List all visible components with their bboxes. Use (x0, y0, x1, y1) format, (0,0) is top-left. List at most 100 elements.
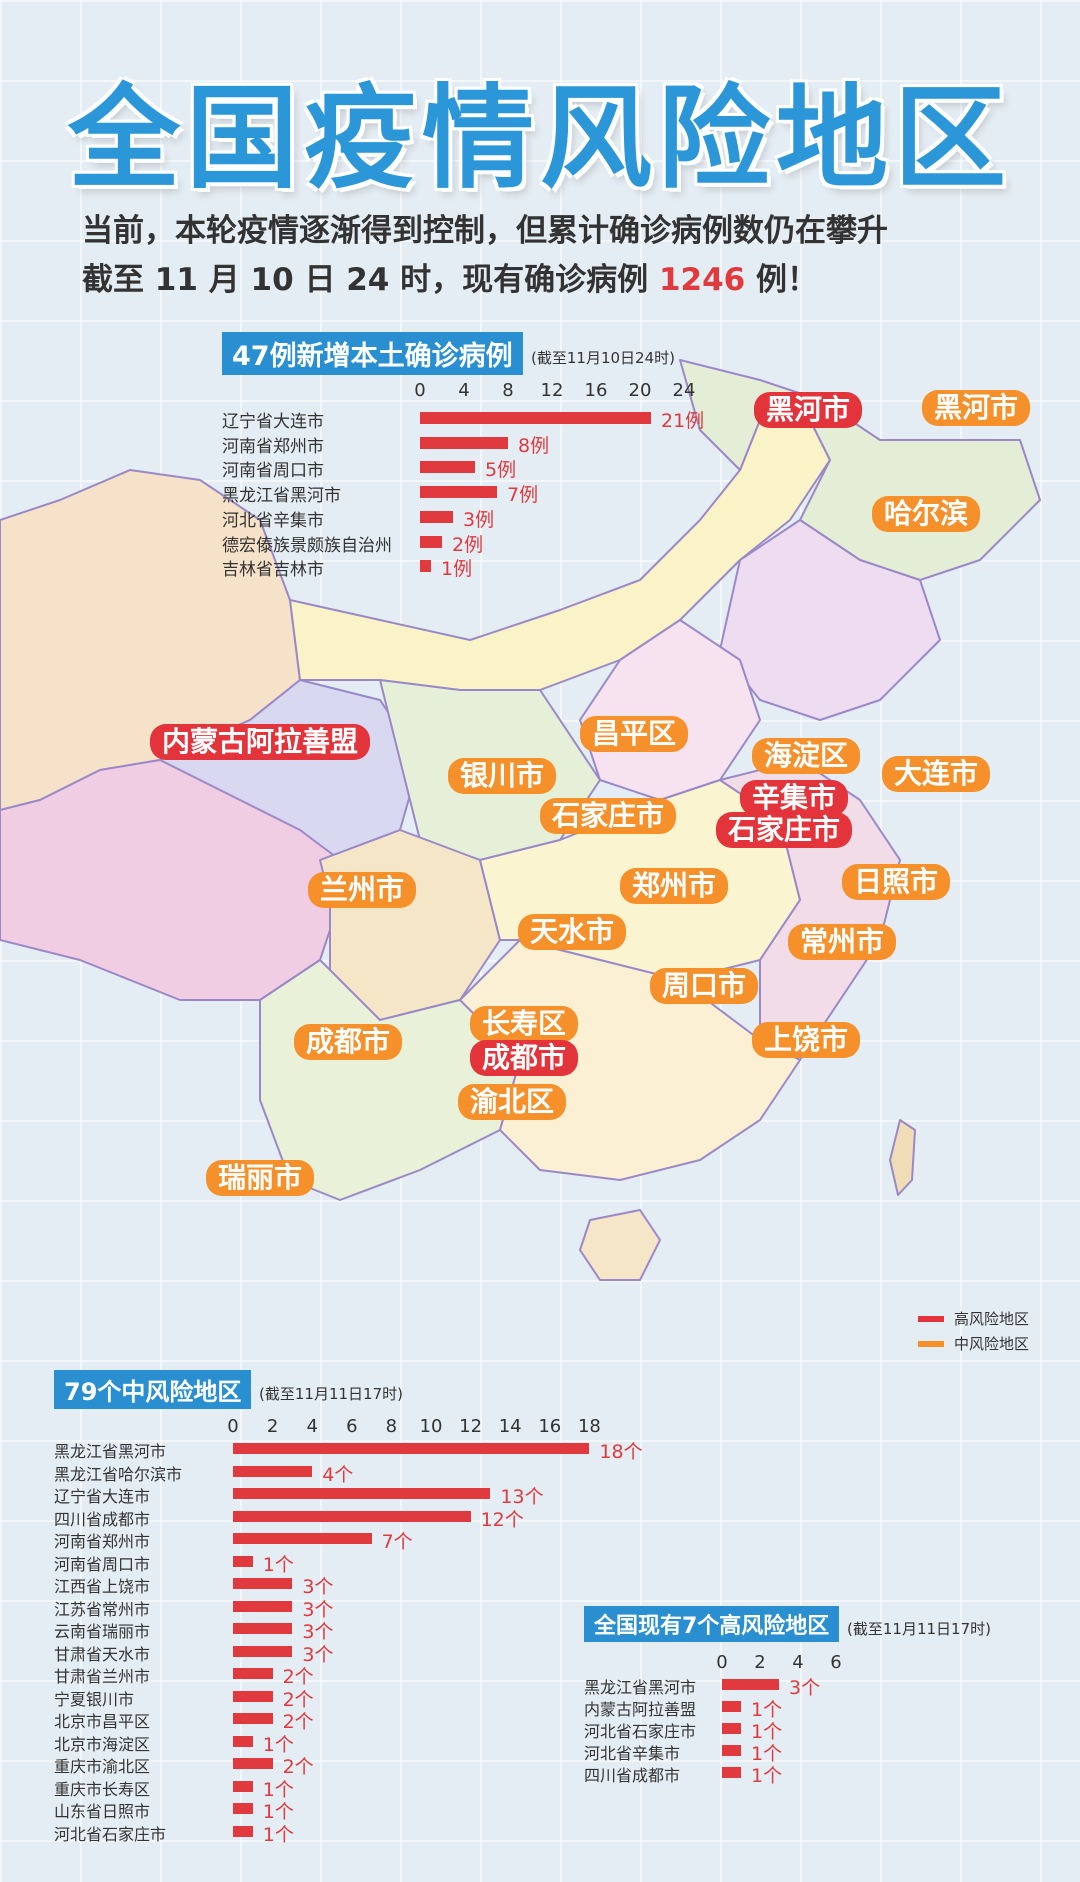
chart-title: 79个中风险地区 (54, 1370, 252, 1409)
category-label: 辽宁省大连市 (222, 412, 324, 432)
map-callout-medium: 哈尔滨 (872, 496, 981, 532)
category-label: 重庆市长寿区 (54, 1779, 151, 1799)
value-label: 7个 (381, 1531, 413, 1553)
axis-tick-label: 4 (458, 380, 470, 401)
bar (233, 1780, 253, 1792)
category-label: 河南省周口市 (54, 1554, 151, 1574)
map-callout-medium: 昌平区 (580, 716, 689, 752)
map-callout-medium: 长寿区 (470, 1006, 579, 1042)
axis-tick-label: 4 (792, 1652, 804, 1673)
category-label: 辽宁省大连市 (54, 1487, 151, 1506)
axis-tick-label: 16 (584, 380, 608, 401)
bar (420, 412, 651, 424)
value-label: 2个 (282, 1666, 314, 1688)
map-callout-medium: 大连市 (882, 756, 991, 792)
axis-tick-label: 18 (577, 1416, 601, 1437)
value-label: 12个 (480, 1508, 524, 1531)
value-label: 5例 (485, 459, 517, 482)
map-callout-medium: 天水市 (518, 914, 627, 950)
category-label: 北京市海淀区 (54, 1734, 151, 1754)
axis-tick-label: 16 (538, 1416, 562, 1437)
map-callout-medium: 常州市 (788, 924, 897, 960)
category-label: 北京市昌平区 (54, 1712, 151, 1731)
axis-tick-label: 0 (414, 380, 426, 401)
category-label: 河南省周口市 (222, 461, 324, 482)
map-callout-high: 石家庄市 (716, 812, 853, 848)
bar (233, 1825, 253, 1837)
bar (722, 1767, 741, 1778)
category-label: 黑龙江省黑河市 (54, 1442, 167, 1461)
value-label: 3个 (302, 1576, 334, 1598)
value-label: 3例 (463, 508, 495, 531)
subtitle-line-1: 当前，本轮疫情逐渐得到控制，但累计确诊病例数仍在攀升 (82, 213, 888, 249)
bar (233, 1578, 293, 1589)
map-callout-medium: 日照市 (842, 864, 951, 900)
bar (722, 1723, 741, 1734)
subtitle-suffix: 例！ (745, 262, 819, 298)
bar (233, 1668, 273, 1679)
map-callout-medium: 渝北区 (458, 1084, 567, 1120)
bar (233, 1510, 471, 1522)
axis-tick-label: 8 (385, 1416, 398, 1437)
bar (233, 1713, 273, 1724)
bar (233, 1803, 253, 1814)
map-callout-medium: 周口市 (650, 968, 759, 1004)
value-label: 1个 (751, 1743, 783, 1765)
value-label: 21例 (661, 410, 705, 432)
value-label: 2个 (282, 1756, 314, 1778)
bar (420, 510, 453, 523)
axis-tick-label: 0 (716, 1652, 728, 1673)
page-title: 全国疫情风险地区 (68, 74, 1012, 204)
bar (420, 461, 475, 474)
chart-title: 全国现有7个高风险地区 (584, 1606, 840, 1642)
bar (233, 1758, 273, 1769)
bar (420, 436, 508, 449)
axis-tick-label: 12 (459, 1416, 483, 1437)
value-label: 1个 (262, 1801, 294, 1823)
map-callout-medium: 石家庄市 (540, 798, 677, 834)
bar (420, 560, 431, 573)
map-callout-medium: 瑞丽市 (206, 1160, 315, 1196)
bar (722, 1679, 779, 1690)
category-label: 河南省郑州市 (54, 1532, 151, 1551)
value-label: 7例 (507, 484, 539, 507)
axis-tick-label: 0 (227, 1416, 239, 1437)
axis-tick-label: 10 (419, 1416, 443, 1437)
axis-tick-label: 2 (754, 1652, 766, 1673)
value-label: 3个 (789, 1677, 821, 1699)
category-label: 吉林省吉林市 (222, 560, 324, 581)
value-label: 3个 (302, 1598, 334, 1621)
axis-tick-label: 8 (502, 380, 514, 401)
map-callout-high: 内蒙古阿拉善盟 (150, 724, 371, 760)
map-callout-high: 辛集市 (740, 780, 849, 816)
legend-label-high: 高风险地区 (954, 1310, 1030, 1328)
map-callout-high: 成都市 (470, 1040, 579, 1076)
category-label: 河北省辛集市 (584, 1744, 681, 1763)
category-label: 江西省上饶市 (54, 1577, 151, 1596)
bar (233, 1690, 273, 1702)
value-label: 1例 (441, 558, 473, 581)
axis-tick-label: 24 (672, 380, 696, 401)
category-label: 四川省成都市 (54, 1509, 151, 1529)
value-label: 3个 (302, 1643, 334, 1666)
legend-high: 高风险地区 (918, 1308, 1029, 1329)
bar (233, 1645, 293, 1657)
value-label: 1个 (751, 1765, 783, 1787)
map-callout-medium: 成都市 (294, 1024, 403, 1060)
map-callout-medium: 海淀区 (752, 738, 861, 774)
bar (233, 1735, 253, 1747)
bar (420, 486, 497, 499)
legend-label-medium: 中风险地区 (954, 1335, 1030, 1353)
value-label: 1个 (751, 1721, 783, 1743)
category-label: 德宏傣族景颇族自治州 (222, 535, 392, 556)
value-label: 18个 (599, 1441, 643, 1463)
bar (233, 1465, 313, 1477)
category-label: 重庆市渝北区 (54, 1757, 151, 1776)
map-callout-medium: 黑河市 (922, 390, 1031, 426)
value-label: 3个 (302, 1621, 334, 1643)
category-label: 内蒙古阿拉善盟 (584, 1700, 697, 1719)
category-label: 黑龙江省黑河市 (584, 1678, 697, 1697)
value-label: 8例 (518, 434, 550, 457)
axis-tick-label: 2 (266, 1416, 279, 1437)
axis-tick-label: 4 (306, 1416, 318, 1437)
